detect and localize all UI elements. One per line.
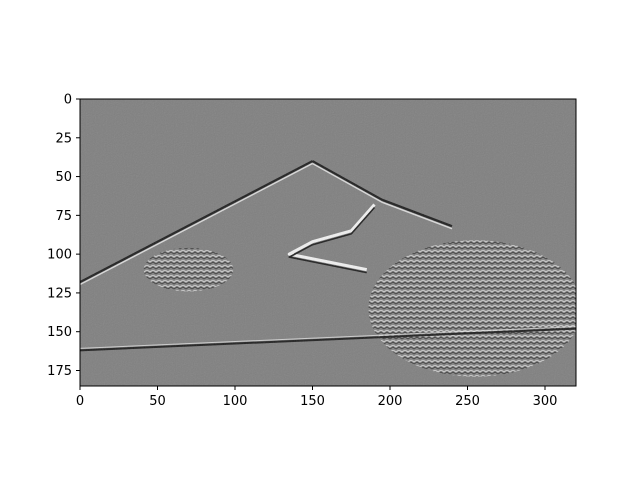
x-tick-label-200: 200 bbox=[378, 394, 403, 409]
y-tick-label-150: 150 bbox=[47, 325, 72, 340]
image-content bbox=[80, 99, 576, 386]
y-tick-label-100: 100 bbox=[47, 248, 72, 263]
y-tick-label-125: 125 bbox=[47, 286, 72, 301]
x-tick-label-100: 100 bbox=[223, 394, 248, 409]
y-tick-label-0: 0 bbox=[64, 93, 72, 108]
x-tick-label-150: 150 bbox=[300, 394, 325, 409]
x-tick-label-50: 50 bbox=[149, 394, 166, 409]
plot-area bbox=[79, 98, 577, 387]
y-axis: 0 25 50 75 100 125 150 175 bbox=[47, 93, 80, 379]
plot-frame bbox=[79, 98, 577, 387]
x-axis: 0 50 100 150 200 250 300 bbox=[76, 386, 558, 409]
y-tick-label-50: 50 bbox=[55, 170, 72, 185]
x-tick-label-0: 0 bbox=[76, 394, 84, 409]
x-tick-label-250: 250 bbox=[455, 394, 480, 409]
y-tick-label-175: 175 bbox=[47, 364, 72, 379]
image-grain bbox=[80, 99, 576, 386]
x-tick-label-300: 300 bbox=[533, 394, 558, 409]
y-tick-label-25: 25 bbox=[55, 131, 72, 146]
y-tick-label-75: 75 bbox=[55, 209, 72, 224]
